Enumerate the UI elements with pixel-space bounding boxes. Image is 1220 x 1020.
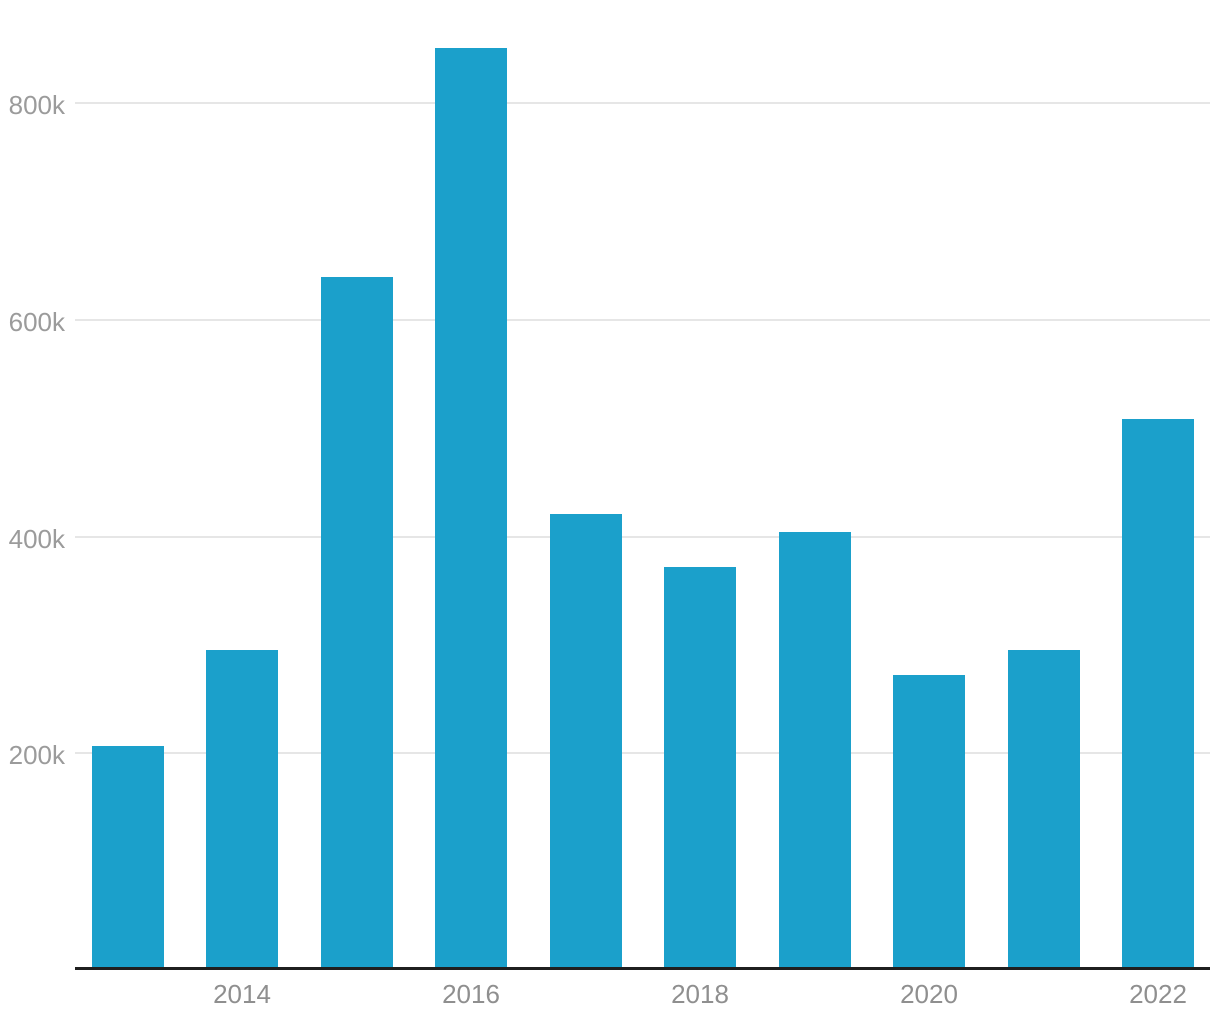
x-axis-tick-label-2020: 2020 bbox=[900, 979, 958, 1009]
x-axis-tick-label-2022: 2022 bbox=[1129, 979, 1187, 1009]
gridline-400k bbox=[75, 536, 1210, 538]
y-axis-tick-label-800k: 800k bbox=[8, 90, 65, 120]
gridline-600k bbox=[75, 319, 1210, 321]
y-axis-tick-label-200k: 200k bbox=[8, 740, 65, 770]
x-axis-tick-label-2016: 2016 bbox=[442, 979, 500, 1009]
x-axis-tick-label-2014: 2014 bbox=[213, 979, 271, 1009]
bar-2020[interactable] bbox=[893, 675, 965, 968]
x-axis-line bbox=[75, 967, 1210, 970]
bar-2022[interactable] bbox=[1122, 419, 1194, 968]
gridline-200k bbox=[75, 752, 1210, 754]
bar-2016[interactable] bbox=[435, 48, 507, 968]
bar-2018[interactable] bbox=[664, 567, 736, 968]
y-axis-tick-label-400k: 400k bbox=[8, 524, 65, 554]
bar-2021[interactable] bbox=[1008, 650, 1080, 968]
bar-2015[interactable] bbox=[321, 277, 393, 968]
bar-2013[interactable] bbox=[92, 746, 164, 968]
y-axis-tick-label-600k: 600k bbox=[8, 307, 65, 337]
bar-2017[interactable] bbox=[550, 514, 622, 968]
bar-2014[interactable] bbox=[206, 650, 278, 968]
gridline-800k bbox=[75, 102, 1210, 104]
x-axis-tick-label-2018: 2018 bbox=[671, 979, 729, 1009]
bar-2019[interactable] bbox=[779, 532, 851, 968]
